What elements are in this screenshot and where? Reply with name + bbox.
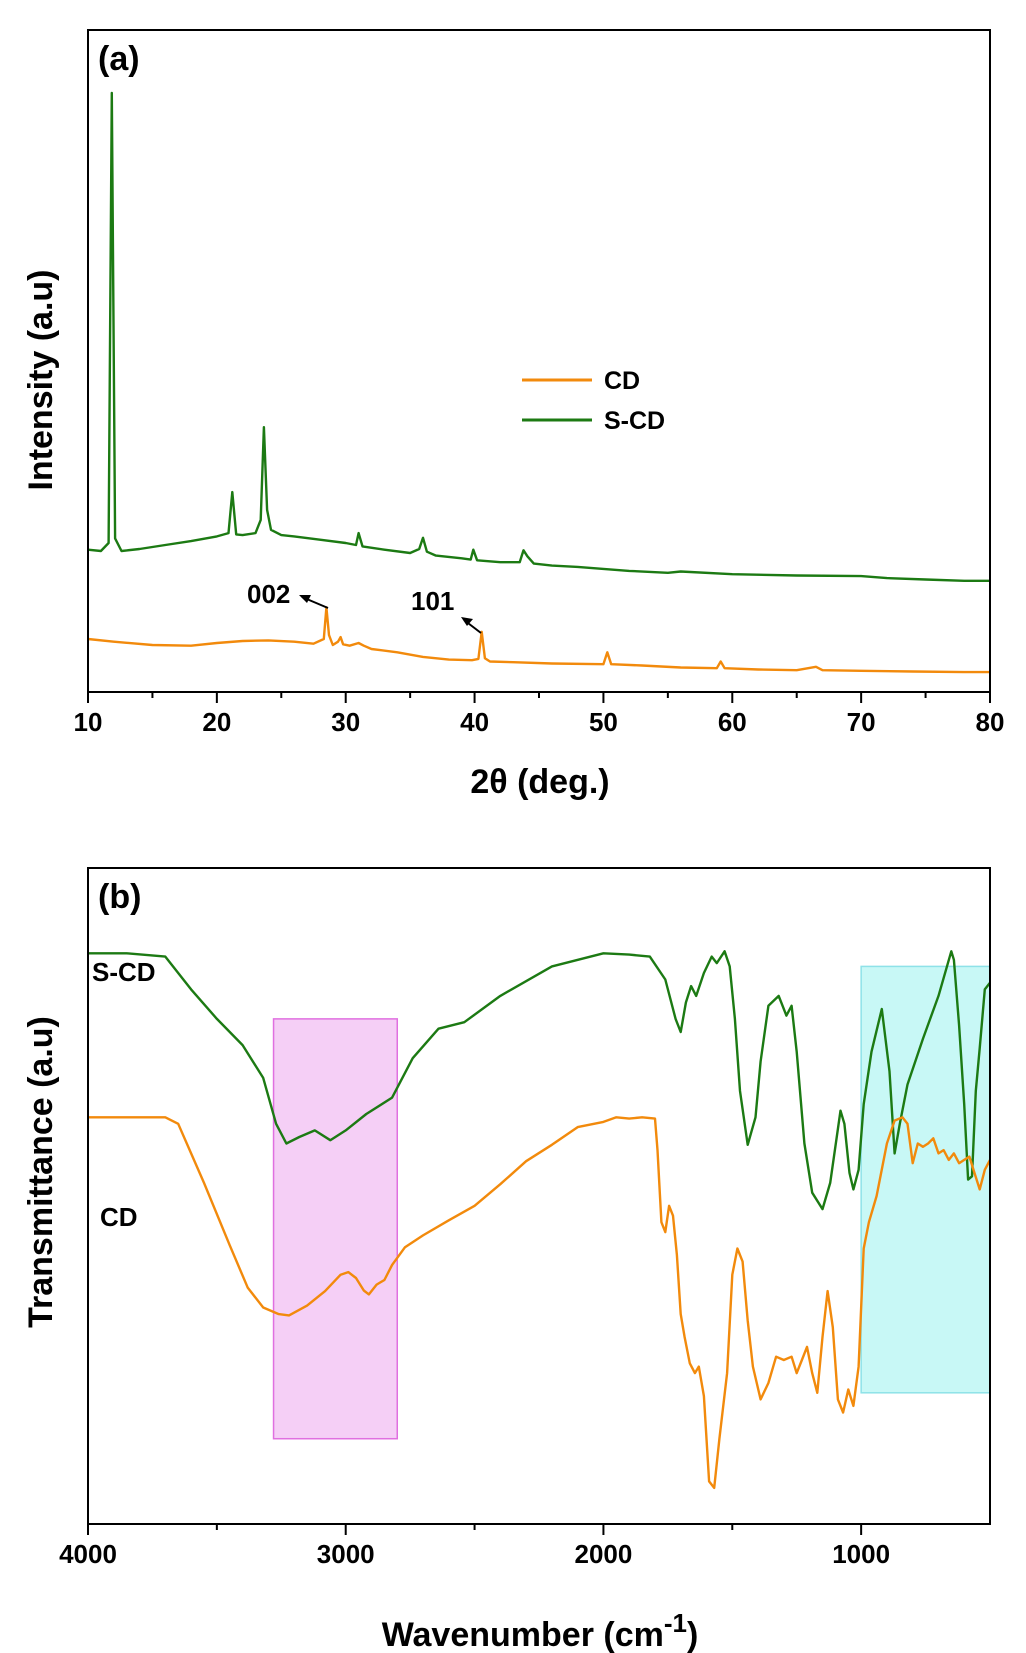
- legend-label-cd: CD: [604, 367, 640, 395]
- panel-b-x-axis-title: Wavenumber (cm-1): [382, 1608, 699, 1653]
- annotation-002: 002: [247, 579, 329, 609]
- x-tick-label: 10: [74, 707, 103, 737]
- panel-b-x-ticks: [87, 1524, 863, 1535]
- x-tick-label: 80: [976, 707, 1005, 737]
- x-tick-label: 1000: [832, 1539, 890, 1569]
- x-tick-label: 70: [847, 707, 876, 737]
- panel-b: (b) 4000 3000 2000 1000 S-CD CD Wavenumber …: [22, 867, 992, 1653]
- x-axis-title-close: ): [687, 1616, 698, 1653]
- x-tick-label: 30: [331, 707, 360, 737]
- series-line-cd: [88, 1116, 992, 1490]
- annotation-101: 101: [411, 586, 482, 634]
- annotation-101-label: 101: [411, 586, 454, 616]
- panel-b-series-layer: [88, 950, 992, 1490]
- panel-a-legend: CD S-CD: [522, 367, 665, 435]
- annotation-101-arrowhead: [461, 617, 473, 626]
- annotation-002-label: 002: [247, 579, 290, 609]
- panel-b-plot-frame: [87, 867, 991, 1525]
- x-tick-label: 50: [589, 707, 618, 737]
- series-label-s-cd: S-CD: [92, 957, 156, 987]
- annotation-002-arrowhead: [299, 595, 311, 603]
- series-line-cd: [87, 606, 990, 674]
- panel-a-x-ticks: [87, 692, 991, 703]
- highlight-region-oh-nh: [272, 1018, 399, 1440]
- series-line-s-cd: [88, 950, 991, 1211]
- x-axis-title-main: Wavenumber (cm: [382, 1616, 664, 1653]
- panel-a-y-axis-title: Intensity (a.u): [22, 269, 60, 490]
- panel-b-x-tick-labels: 4000 3000 2000 1000: [59, 1539, 890, 1569]
- series-label-cd: CD: [100, 1202, 138, 1232]
- x-tick-label: 4000: [59, 1539, 117, 1569]
- panel-a-series-layer: [87, 91, 990, 674]
- legend-label-s-cd: S-CD: [604, 407, 665, 435]
- panel-b-label: (b): [98, 878, 141, 916]
- x-tick-label: 40: [460, 707, 489, 737]
- x-tick-label: 2000: [575, 1539, 633, 1569]
- panel-a-x-tick-labels: 10 20 30 40 50 60 70 80: [74, 707, 1005, 737]
- panel-a: (a) 10 20 30 40 50 60 70 80 2θ (deg.) Intensity…: [22, 29, 1005, 801]
- x-tick-label: 60: [718, 707, 747, 737]
- x-tick-label: 20: [202, 707, 231, 737]
- panel-b-y-axis-title: Transmittance (a.u): [22, 1016, 60, 1328]
- panel-a-label: (a): [98, 40, 140, 78]
- series-line-s-cd: [87, 91, 990, 582]
- panel-a-plot-frame: [87, 29, 991, 693]
- x-axis-title-superscript: -1: [664, 1608, 687, 1638]
- panel-a-x-axis-title: 2θ (deg.): [470, 763, 609, 801]
- x-tick-label: 3000: [317, 1539, 375, 1569]
